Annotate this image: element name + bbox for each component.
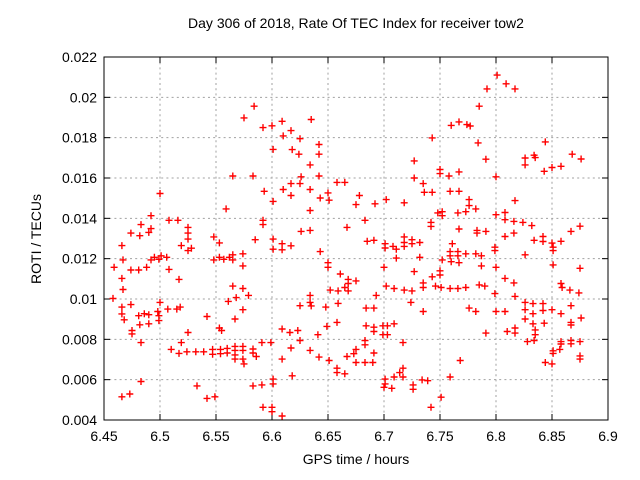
y-tick-label: 0.006 bbox=[62, 372, 97, 388]
x-tick-label: 6.65 bbox=[314, 428, 341, 444]
grid-lines bbox=[104, 57, 608, 420]
y-tick-label: 0.02 bbox=[70, 89, 97, 105]
chart-title: Day 306 of 2018, Rate Of TEC Index for r… bbox=[188, 15, 524, 31]
data-point-markers bbox=[109, 71, 585, 420]
y-tick-label: 0.008 bbox=[62, 331, 97, 347]
x-tick-label: 6.75 bbox=[426, 428, 453, 444]
y-tick-label: 0.016 bbox=[62, 170, 97, 186]
x-tick-label: 6.7 bbox=[374, 428, 394, 444]
y-tick-label: 0.022 bbox=[62, 49, 97, 65]
x-axis-label: GPS time / hours bbox=[302, 451, 410, 467]
x-tick-label: 6.9 bbox=[598, 428, 618, 444]
y-tick-label: 0.018 bbox=[62, 130, 97, 146]
y-tick-label: 0.01 bbox=[70, 291, 97, 307]
x-tick-label: 6.55 bbox=[202, 428, 229, 444]
tick-labels: 6.45 6.5 6.55 6.6 6.65 6.7 6.75 6.8 6.85 6.9 0.004… bbox=[62, 49, 618, 444]
y-tick-label: 0.014 bbox=[62, 210, 97, 226]
plot-border bbox=[103, 56, 609, 421]
x-tick-label: 6.5 bbox=[150, 428, 170, 444]
x-tick-label: 6.8 bbox=[486, 428, 506, 444]
x-tick-label: 6.85 bbox=[538, 428, 565, 444]
data-points bbox=[109, 71, 585, 420]
x-tick-label: 6.45 bbox=[90, 428, 117, 444]
y-tick-label: 0.012 bbox=[62, 251, 97, 267]
x-tick-label: 6.6 bbox=[262, 428, 282, 444]
y-tick-label: 0.004 bbox=[62, 412, 97, 428]
